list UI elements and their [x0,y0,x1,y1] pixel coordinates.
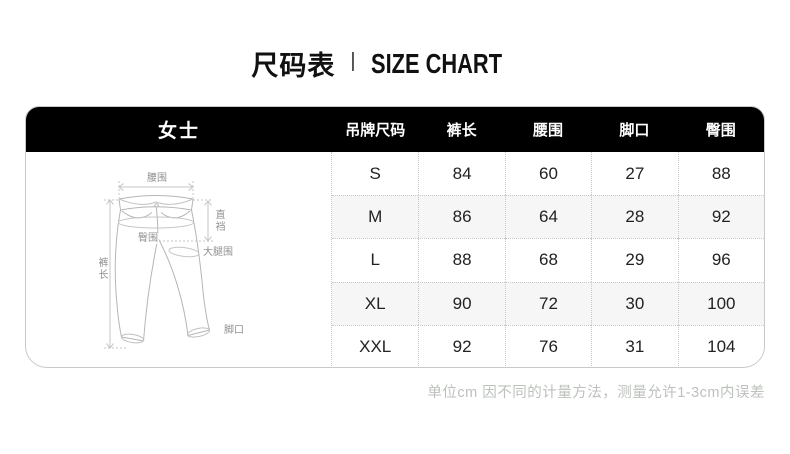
length-cell: 88 [418,238,505,282]
size-cell: XL [332,281,419,325]
column-header-waist: 腰围 [532,122,563,139]
table-header-row: 女士 吊牌尺码 裤长 腰围 脚口 臀围 [26,107,764,152]
rise-measure-label: 直裆 [213,208,224,234]
title-separator: | [350,50,356,72]
pants-outline-drawing [104,181,213,349]
length-cell: 90 [418,281,505,325]
waist-cell: 64 [504,195,592,239]
pants-measurement-diagram: 腰围 裤长 直裆 臀围 大腿围 脚口 [96,172,256,367]
thigh-measure-label: 大腿围 [202,247,234,258]
size-cell: XXL [332,324,419,367]
size-cell: S [369,163,381,183]
hip-cell: 96 [677,238,764,282]
waist-cell: 60 [504,152,591,196]
pants-diagram-cell: 腰围 裤长 直裆 臀围 大腿围 脚口 [26,152,332,367]
measurement-tolerance-note: 单位cm 因不同的计量方法，测量允许1-3cm内误差 [427,385,765,401]
length-cell: 92 [418,324,505,367]
length-cell: 84 [418,152,504,196]
waist-cell: 68 [504,238,592,282]
leg-opening-cell: 29 [591,238,678,282]
column-header-leg-opening: 脚口 [619,122,650,139]
pants-length-measure-label: 裤长 [96,256,107,282]
page-title-cn: 尺码表 [251,51,336,81]
leg-opening-measure-label: 脚口 [223,325,245,336]
size-cell: M [332,195,419,239]
gender-header: 女士 [157,121,200,142]
size-cell: L [332,238,419,281]
table-body: 腰围 裤长 直裆 臀围 大腿围 脚口 S 84 60 27 88 M 86 64… [26,152,764,367]
hip-cell: 100 [677,281,764,325]
hip-cell: 104 [677,324,764,367]
leg-opening-cell: 28 [591,195,678,239]
hip-cell: 92 [677,195,764,239]
hip-measure-label: 臀围 [137,233,159,244]
waist-cell: 72 [504,281,592,325]
length-cell: 86 [418,195,505,239]
leg-opening-cell: 27 [591,152,677,196]
size-chart-table: 女士 吊牌尺码 裤长 腰围 脚口 臀围 [25,106,765,368]
page-title-en: SIZE CHART [370,47,502,79]
column-header-hip: 臀围 [705,122,736,139]
column-header-pants-length: 裤长 [446,122,477,139]
leg-opening-cell: 31 [591,324,678,367]
page-title: 尺码表 | SIZE CHART [0,44,790,83]
column-header-tag-size: 吊牌尺码 [345,122,406,139]
waist-cell: 76 [504,324,592,367]
hip-cell: 88 [677,152,764,196]
leg-opening-cell: 30 [591,281,678,325]
waist-measure-label: 腰围 [146,173,168,184]
